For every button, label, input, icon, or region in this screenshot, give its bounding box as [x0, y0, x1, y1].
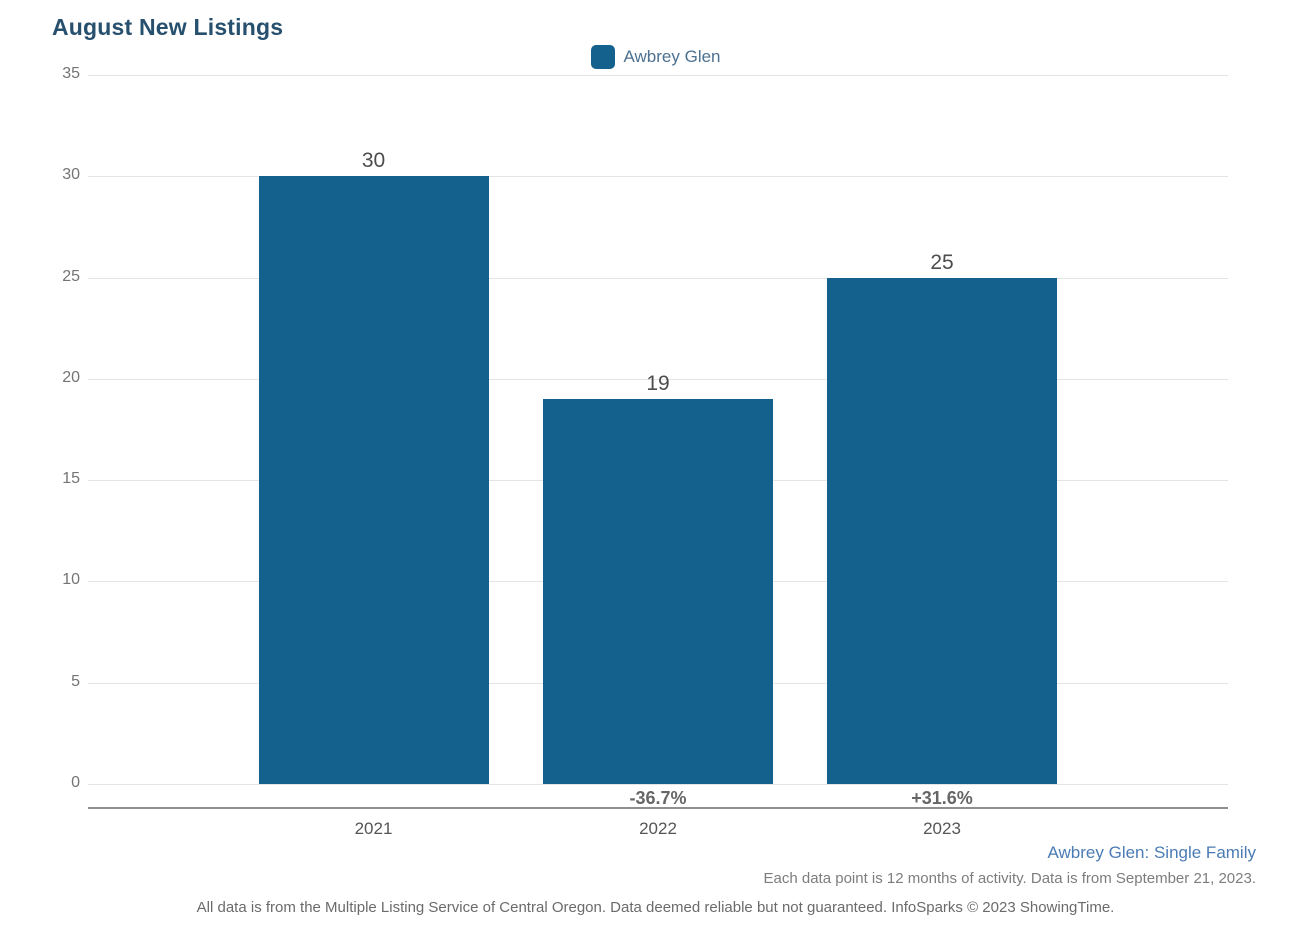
bar-value-label: 25	[930, 250, 954, 274]
legend-swatch-icon	[590, 45, 615, 69]
gridline	[88, 784, 1228, 785]
gridline	[88, 75, 1228, 76]
y-tick-label: 5	[71, 672, 80, 690]
y-tick-label: 10	[62, 571, 80, 589]
pct-change-label: -36.7%	[629, 788, 687, 808]
footer-series-link[interactable]: Awbrey Glen: Single Family	[1047, 843, 1257, 862]
y-tick-label: 15	[62, 470, 80, 488]
bar-value-label: 30	[361, 149, 386, 173]
legend-label: Awbrey Glen	[623, 47, 721, 66]
y-tick-label: 30	[62, 166, 80, 184]
bar-value-label: 19	[646, 372, 670, 396]
legend-item-awbrey-glen[interactable]: Awbrey Glen	[590, 45, 721, 69]
bar-2022[interactable]	[543, 399, 773, 784]
x-tick-label: 2022	[639, 819, 677, 838]
x-tick-label: 2023	[923, 819, 961, 838]
x-tick-label: 2021	[354, 819, 393, 838]
chart-title: August New Listings	[52, 14, 284, 40]
gridline	[88, 277, 1228, 279]
bar-2023[interactable]	[827, 277, 1057, 784]
gridline	[88, 176, 1228, 178]
x-axis-line	[88, 807, 1228, 809]
footer-data-note: Each data point is 12 months of activity…	[763, 870, 1256, 887]
y-tick-label: 35	[62, 65, 80, 82]
gridline	[88, 378, 1228, 380]
y-tick-label: 20	[62, 368, 80, 386]
bar-2021[interactable]	[258, 176, 489, 784]
pct-change-label: +31.6%	[911, 788, 973, 808]
y-tick-label: 0	[71, 774, 80, 791]
y-tick-label: 25	[62, 267, 80, 285]
footer-disclaimer: All data is from the Multiple Listing Se…	[196, 899, 1115, 916]
